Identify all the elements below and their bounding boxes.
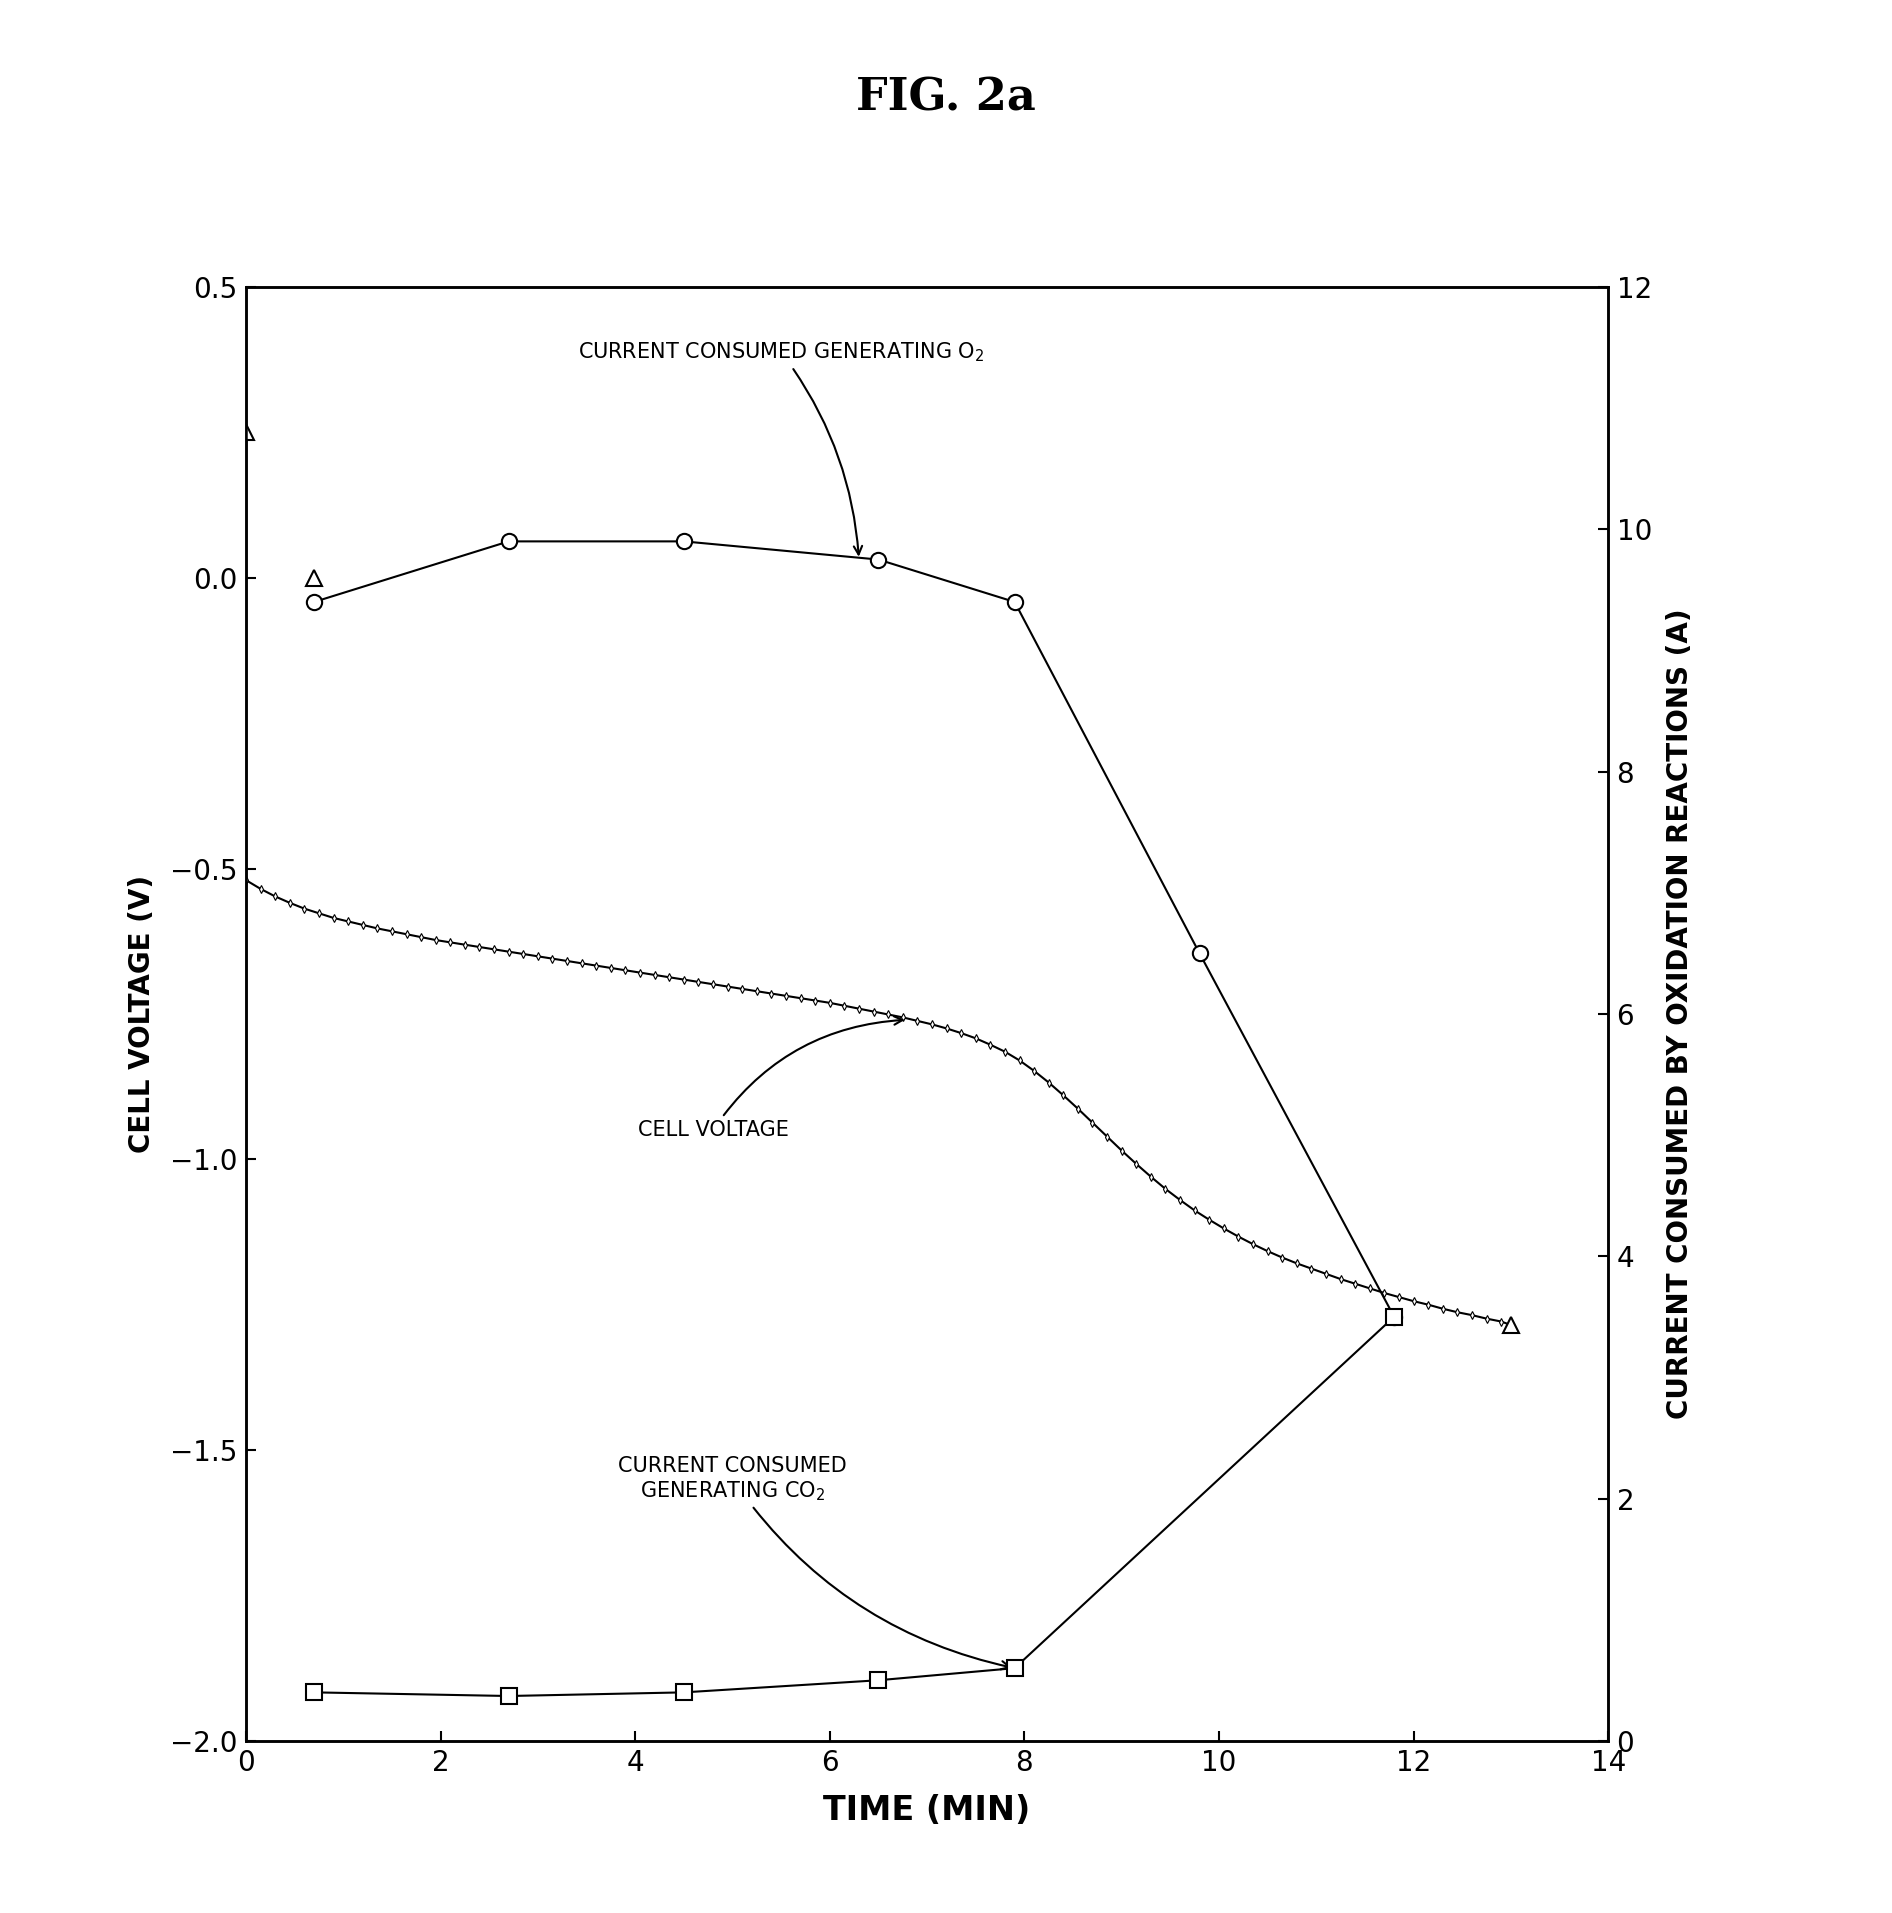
Text: CURRENT CONSUMED GENERATING O$_2$: CURRENT CONSUMED GENERATING O$_2$	[577, 341, 984, 555]
Text: FIG. 2a: FIG. 2a	[855, 77, 1037, 119]
Y-axis label: CELL VOLTAGE (V): CELL VOLTAGE (V)	[129, 874, 157, 1154]
X-axis label: TIME (MIN): TIME (MIN)	[823, 1794, 1031, 1827]
Y-axis label: CURRENT CONSUMED BY OXIDATION REACTIONS (A): CURRENT CONSUMED BY OXIDATION REACTIONS …	[1665, 608, 1693, 1419]
Text: CURRENT CONSUMED
GENERATING CO$_2$: CURRENT CONSUMED GENERATING CO$_2$	[619, 1456, 1010, 1670]
Text: CELL VOLTAGE: CELL VOLTAGE	[638, 1016, 902, 1140]
